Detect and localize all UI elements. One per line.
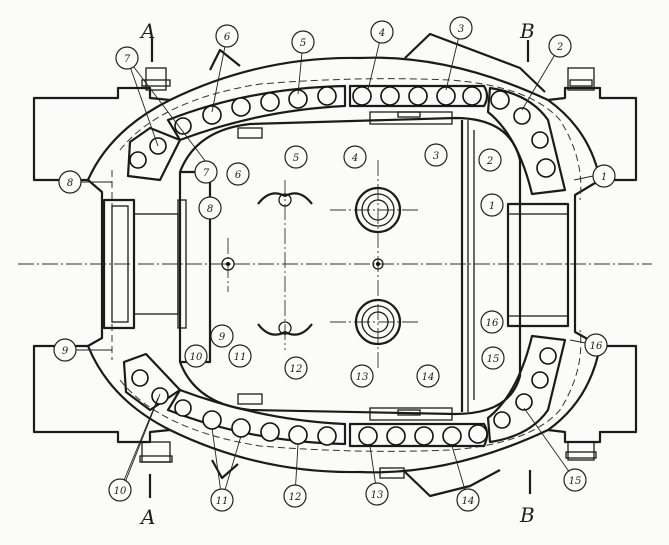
callout-13-bottom: 13 (365, 482, 389, 506)
section-label-a-bottom: A (139, 505, 155, 529)
callout-label: 1 (489, 201, 495, 212)
callout-label: 14 (462, 496, 475, 507)
callout-label: 16 (486, 318, 499, 329)
callout-11-inner: 11 (228, 344, 252, 368)
callout-label: 15 (569, 476, 582, 487)
callout-label: 3 (458, 24, 464, 35)
callout-label: 5 (293, 153, 299, 164)
callout-13-inner: 13 (350, 364, 374, 388)
side-housings (102, 198, 570, 330)
section-markers (148, 38, 532, 498)
callout-label: 3 (433, 151, 439, 162)
section-label-b-bottom: B (519, 503, 535, 527)
callout-label: 11 (234, 352, 247, 363)
callout-9-inner: 9 (210, 324, 234, 348)
bolt-holes (129, 86, 557, 446)
callout-10-bottom: 10 (108, 478, 132, 502)
callout-label: 16 (590, 341, 603, 352)
callout-4-top: 4 (370, 20, 394, 44)
callout-5-top: 5 (291, 30, 315, 54)
callout-7-inner: 7 (194, 160, 218, 184)
callout-label: 8 (207, 204, 213, 215)
callout-label: 13 (371, 490, 384, 501)
callout-label: 2 (486, 156, 493, 167)
callout-label: 11 (216, 496, 229, 507)
bolt-bands (122, 84, 567, 448)
callout-label: 10 (190, 352, 203, 363)
callout-8-left: 8 (58, 170, 82, 194)
callout-3-top: 3 (449, 16, 473, 40)
inner-features (221, 186, 402, 346)
callout-label: 7 (203, 168, 210, 179)
section-label-a-top: A (139, 19, 155, 43)
callout-8-inner: 8 (198, 196, 222, 220)
callout-label: 8 (67, 178, 73, 189)
callout-11-bottom: 11 (210, 488, 234, 512)
callout-12-bottom: 12 (283, 484, 307, 508)
callout-label: 4 (378, 28, 385, 39)
callout-label: 6 (235, 170, 242, 181)
callout-label: 13 (356, 372, 369, 383)
callout-label: 10 (114, 486, 127, 497)
callout-label: 9 (62, 346, 69, 357)
callout-label: 14 (422, 372, 435, 383)
callout-label: 9 (219, 332, 226, 343)
callout-9-left: 9 (53, 338, 77, 362)
callout-7-top: 7 (115, 46, 139, 70)
callout-5-inner: 5 (284, 145, 308, 169)
callout-6-top: 6 (215, 24, 239, 48)
callout-label: 1 (601, 172, 607, 183)
callout-14-bottom: 14 (456, 488, 480, 512)
callout-label: 4 (351, 153, 358, 164)
callout-12-inner: 12 (284, 356, 308, 380)
callout-16-inner: 16 (480, 310, 504, 334)
corner-lugs (139, 67, 597, 479)
frame-outline (32, 32, 638, 498)
callout-3-inner: 3 (424, 143, 448, 167)
callout-16-right: 16 (584, 333, 608, 357)
callout-1-right: 1 (592, 164, 616, 188)
callout-2-inner: 2 (478, 148, 502, 172)
callout-4-inner: 4 (343, 145, 367, 169)
callout-label: 12 (289, 492, 302, 503)
callout-14-inner: 14 (416, 364, 440, 388)
section-label-b-top: B (519, 19, 535, 43)
callout-label: 5 (300, 38, 306, 49)
callout-label: 15 (487, 354, 500, 365)
callout-label: 2 (556, 42, 563, 53)
callout-6-inner: 6 (226, 162, 250, 186)
callout-15-bottom: 15 (563, 468, 587, 492)
callout-label: 7 (124, 54, 131, 65)
callout-15-inner: 15 (481, 346, 505, 370)
callout-label: 12 (290, 364, 303, 375)
callout-label: 6 (224, 32, 231, 43)
callout-2-top: 2 (548, 34, 572, 58)
callout-1-inner: 1 (480, 193, 504, 217)
callout-10-inner: 10 (184, 344, 208, 368)
